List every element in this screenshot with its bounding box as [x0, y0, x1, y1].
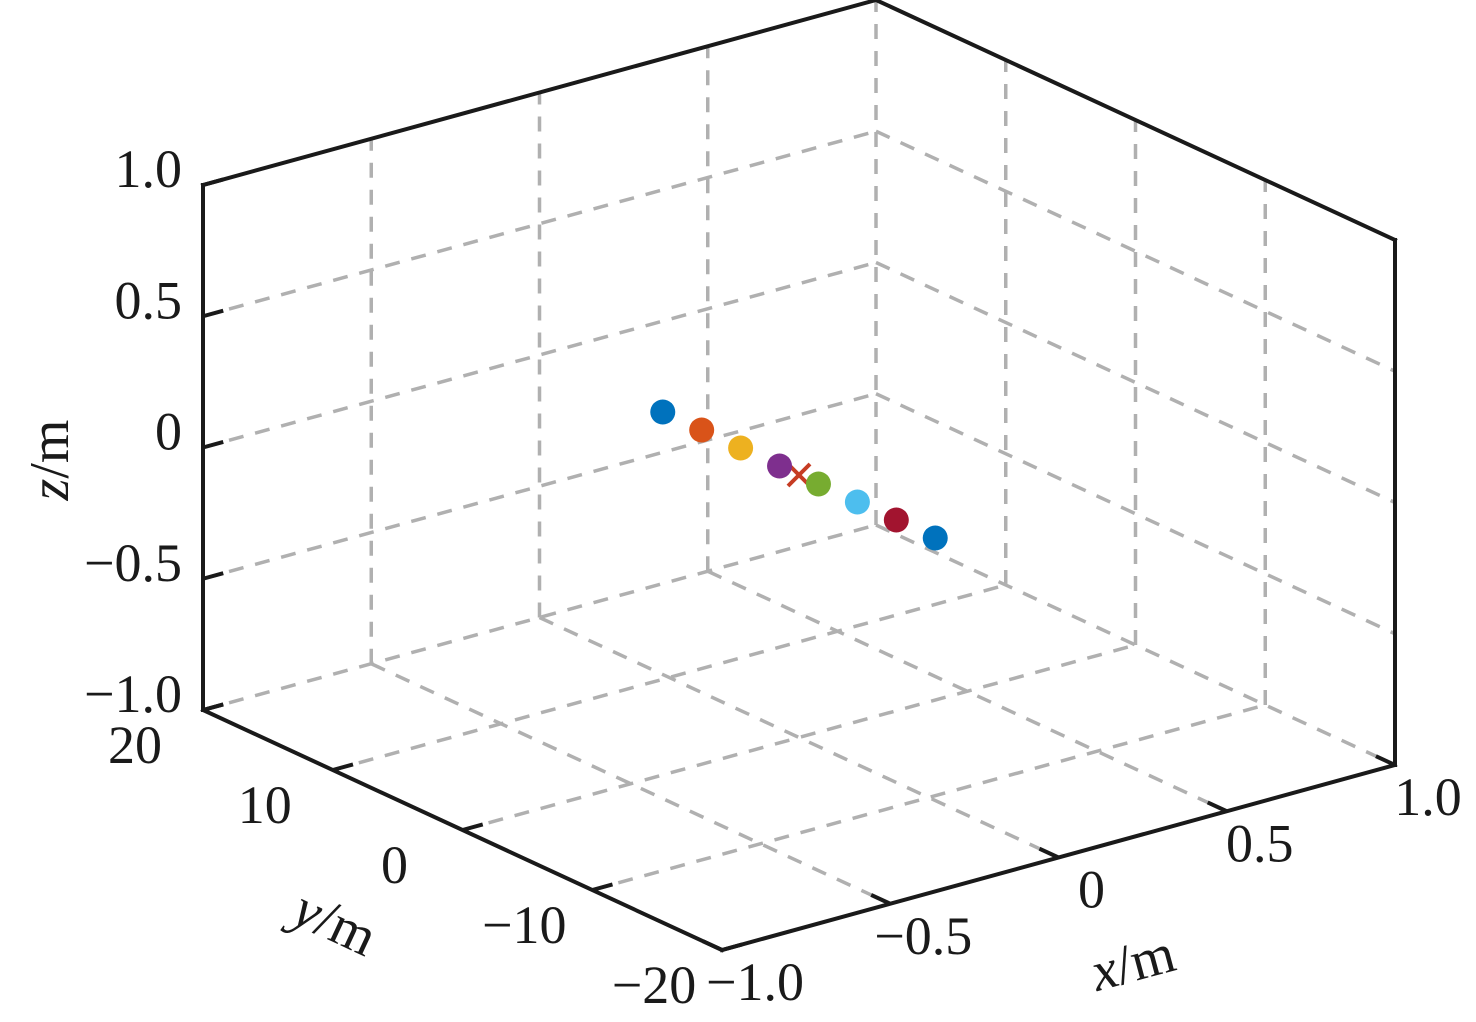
- tick-label-x: 0.5: [1226, 813, 1294, 873]
- scatter-point: [805, 471, 831, 497]
- tick-label-z: −0.5: [84, 533, 182, 593]
- tick-mark: [1038, 846, 1060, 860]
- tick-label-y: −20: [612, 955, 696, 1015]
- axis-label-z: z/m: [19, 420, 81, 502]
- grid-line: [202, 260, 877, 450]
- scatter-point: [767, 453, 793, 479]
- scatter-point: [728, 435, 754, 461]
- grid-line: [332, 583, 1007, 772]
- axis-label-y: y/m: [279, 875, 386, 969]
- tick-label-y: 0: [381, 835, 408, 895]
- scatter-point: [650, 399, 676, 425]
- tick-mark: [332, 762, 354, 772]
- tick-mark: [870, 893, 892, 906]
- tick-label-x: 1.0: [1394, 767, 1462, 827]
- axis-titles: z/m y/m x/m: [19, 420, 1182, 1005]
- tick-mark: [202, 571, 224, 581]
- tick-marks: [202, 177, 1396, 952]
- grid-line: [591, 703, 1266, 892]
- tick-label-y: 20: [108, 715, 162, 775]
- tick-label-z: 1.0: [115, 139, 183, 199]
- tick-label-x: 0: [1078, 860, 1105, 920]
- tick-mark: [721, 942, 743, 952]
- grid-line: [875, 392, 1396, 636]
- grid-line: [202, 129, 877, 318]
- reference-marker-x: [786, 462, 812, 488]
- tick-label-z: 0: [155, 402, 182, 462]
- tick-mark: [202, 702, 224, 712]
- tick-label-z: −1.0: [84, 664, 182, 724]
- tick-label-y: 10: [238, 775, 292, 835]
- tick-mark: [1375, 754, 1396, 767]
- scatter-point: [922, 525, 948, 551]
- axis-label-x: x/m: [1083, 922, 1181, 1004]
- grid-line: [202, 523, 877, 712]
- grid-line: [202, 392, 877, 581]
- grid-line: [370, 662, 891, 906]
- tick-mark: [702, 939, 723, 952]
- grid-line: [875, 523, 1396, 767]
- tick-mark: [1206, 800, 1228, 814]
- tick-label-x: −1.0: [706, 952, 804, 1012]
- box-edge: [200, 0, 879, 188]
- tick-mark: [461, 822, 484, 832]
- grid-line: [462, 643, 1136, 832]
- tick-mark: [591, 882, 614, 892]
- box-edge: [873, 0, 1398, 243]
- tick-label-z: 0.5: [115, 270, 183, 330]
- grid-line: [707, 569, 1228, 813]
- grid-line: [875, 260, 1396, 505]
- tick-mark: [202, 308, 224, 319]
- scatter-point: [689, 417, 715, 443]
- grid-line: [875, 129, 1396, 373]
- tick-mark: [202, 440, 224, 450]
- scatter-point: [883, 507, 909, 533]
- scatter-point: [844, 489, 870, 515]
- tick-mark: [202, 177, 224, 187]
- data-points: [650, 399, 948, 551]
- grid-line: [538, 615, 1060, 860]
- grid-lines: [202, 0, 1396, 906]
- tick-label-x: −0.5: [874, 906, 972, 966]
- tick-label-y: −10: [482, 895, 566, 955]
